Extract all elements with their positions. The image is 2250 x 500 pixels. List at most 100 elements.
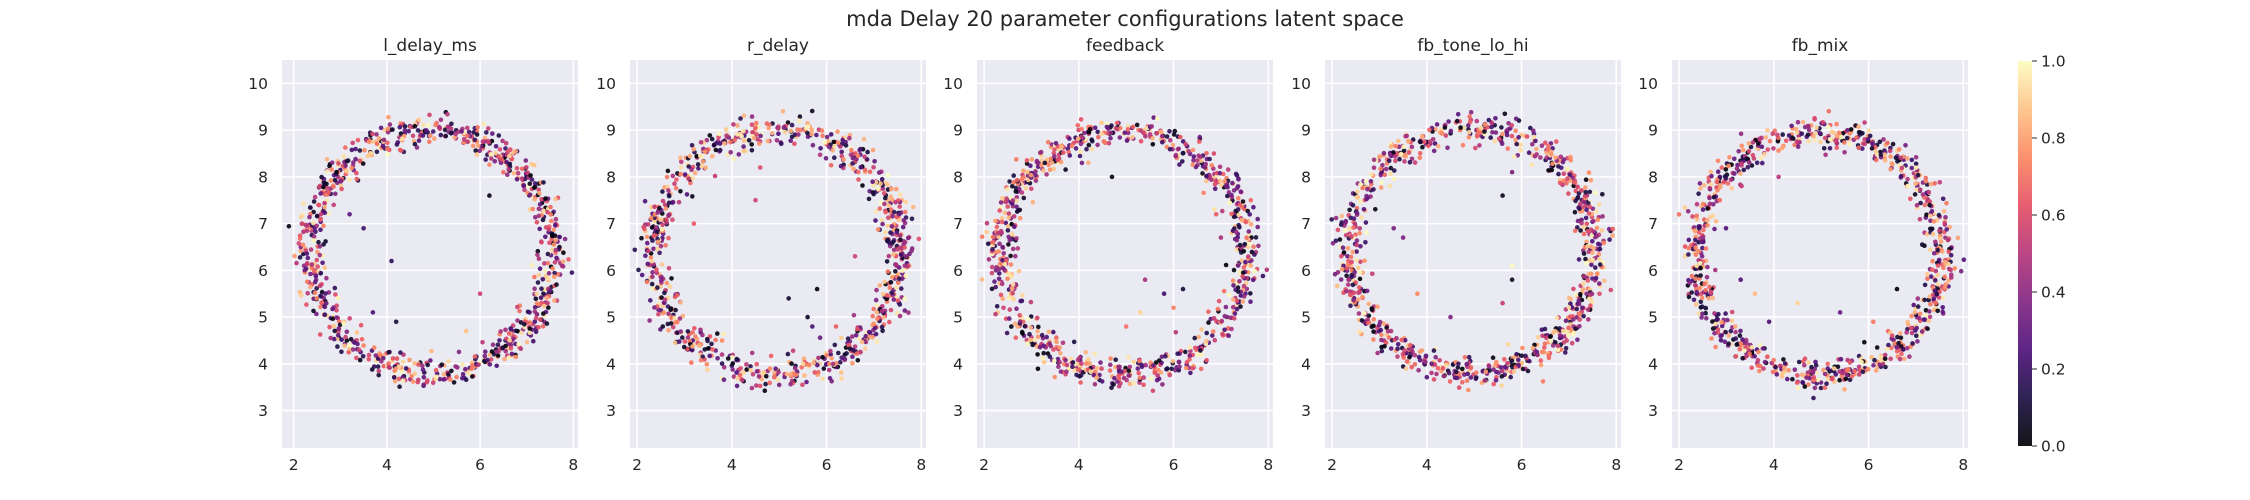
scatter-point	[499, 157, 505, 162]
scatter-point	[344, 169, 350, 174]
scatter-point	[1176, 146, 1181, 152]
scatter-point	[662, 202, 668, 207]
scatter-point	[1558, 154, 1564, 160]
scatter-point	[660, 198, 666, 204]
scatter-point	[1149, 376, 1154, 381]
scatter-point	[449, 121, 454, 127]
scatter-point	[1929, 267, 1935, 273]
x-tick-label: 6	[1169, 456, 1179, 474]
scatter-point	[1021, 175, 1026, 180]
scatter-point	[856, 169, 861, 175]
scatter-point	[1856, 372, 1862, 377]
scatter-point	[1499, 125, 1504, 130]
scatter-point	[1016, 268, 1022, 274]
scatter-point	[1694, 289, 1700, 295]
scatter-point	[1075, 367, 1081, 373]
scatter-point	[1388, 171, 1393, 177]
scatter-point	[1794, 130, 1800, 135]
scatter-point	[1429, 370, 1434, 376]
scatter-point	[1401, 148, 1407, 154]
scatter-point	[685, 335, 691, 340]
scatter-point	[311, 234, 317, 239]
scatter-point	[1483, 369, 1489, 374]
scatter-point	[552, 260, 558, 265]
scatter-point	[546, 227, 552, 232]
scatter-point	[1842, 387, 1847, 392]
scatter-point	[1599, 228, 1605, 233]
scatter-point	[1781, 365, 1787, 371]
scatter-point	[1610, 226, 1616, 232]
scatter-point	[1482, 129, 1487, 134]
scatter-point	[308, 247, 314, 252]
scatter-point	[805, 314, 810, 320]
scatter-point	[1190, 147, 1196, 153]
scatter-point	[1804, 375, 1809, 380]
scatter-point	[1240, 274, 1245, 279]
scatter-point	[836, 350, 841, 356]
scatter-point	[1839, 370, 1845, 376]
scatter-point	[328, 335, 334, 341]
scatter-point	[792, 141, 797, 147]
scatter-point	[901, 218, 907, 223]
scatter-point	[347, 177, 352, 182]
scatter-point	[1919, 329, 1925, 334]
scatter-point	[453, 364, 458, 369]
scatter-point	[524, 339, 530, 345]
scatter-point	[1566, 305, 1572, 310]
scatter-point	[1530, 345, 1536, 351]
scatter-point	[1699, 239, 1705, 245]
scatter-point	[1025, 341, 1030, 346]
scatter-point	[1014, 198, 1019, 203]
scatter-point	[1455, 111, 1461, 117]
scatter-point	[1563, 350, 1568, 355]
scatter-point	[1079, 361, 1084, 366]
scatter-point	[1540, 333, 1545, 339]
scatter-point	[487, 193, 492, 198]
scatter-point	[1357, 270, 1363, 275]
scatter-point	[1927, 314, 1933, 320]
scatter-point	[370, 131, 375, 137]
scatter-point	[557, 234, 562, 240]
scatter-point	[1229, 326, 1234, 332]
scatter-point	[1015, 246, 1021, 251]
scatter-point	[507, 161, 513, 167]
scatter-point	[522, 187, 527, 193]
scatter-point	[548, 212, 554, 217]
scatter-point	[1371, 323, 1376, 329]
scatter-point	[1030, 342, 1035, 348]
scatter-point	[1866, 366, 1871, 372]
scatter-point	[739, 134, 744, 139]
scatter-point	[1106, 140, 1112, 146]
scatter-point	[905, 235, 911, 241]
scatter-point	[1740, 337, 1745, 342]
y-tick-label: 3	[606, 402, 616, 420]
scatter-point	[1393, 158, 1398, 164]
scatter-point	[707, 133, 713, 138]
scatter-point	[427, 112, 432, 118]
scatter-point	[1184, 365, 1189, 371]
scatter-point	[1843, 376, 1849, 382]
scatter-point	[354, 355, 359, 361]
scatter-point	[357, 148, 363, 153]
scatter-point	[1923, 313, 1929, 319]
scatter-point	[891, 209, 897, 215]
scatter-point	[1159, 354, 1165, 360]
scatter-point	[1676, 212, 1682, 217]
scatter-point	[324, 275, 329, 281]
scatter-point	[1917, 315, 1922, 321]
scatter-point	[1693, 276, 1698, 282]
scatter-point	[339, 337, 345, 343]
scatter-point	[1010, 290, 1015, 296]
scatter-point	[1898, 331, 1903, 336]
scatter-point	[689, 167, 694, 172]
scatter-point	[336, 161, 341, 166]
y-tick-label: 5	[606, 309, 616, 327]
scatter-point	[1426, 143, 1431, 149]
scatter-point	[305, 290, 311, 296]
scatter-point	[1089, 137, 1094, 142]
scatter-point	[483, 157, 489, 162]
scatter-point	[1898, 173, 1904, 179]
scatter-point	[1597, 256, 1602, 262]
scatter-point	[1705, 264, 1710, 270]
